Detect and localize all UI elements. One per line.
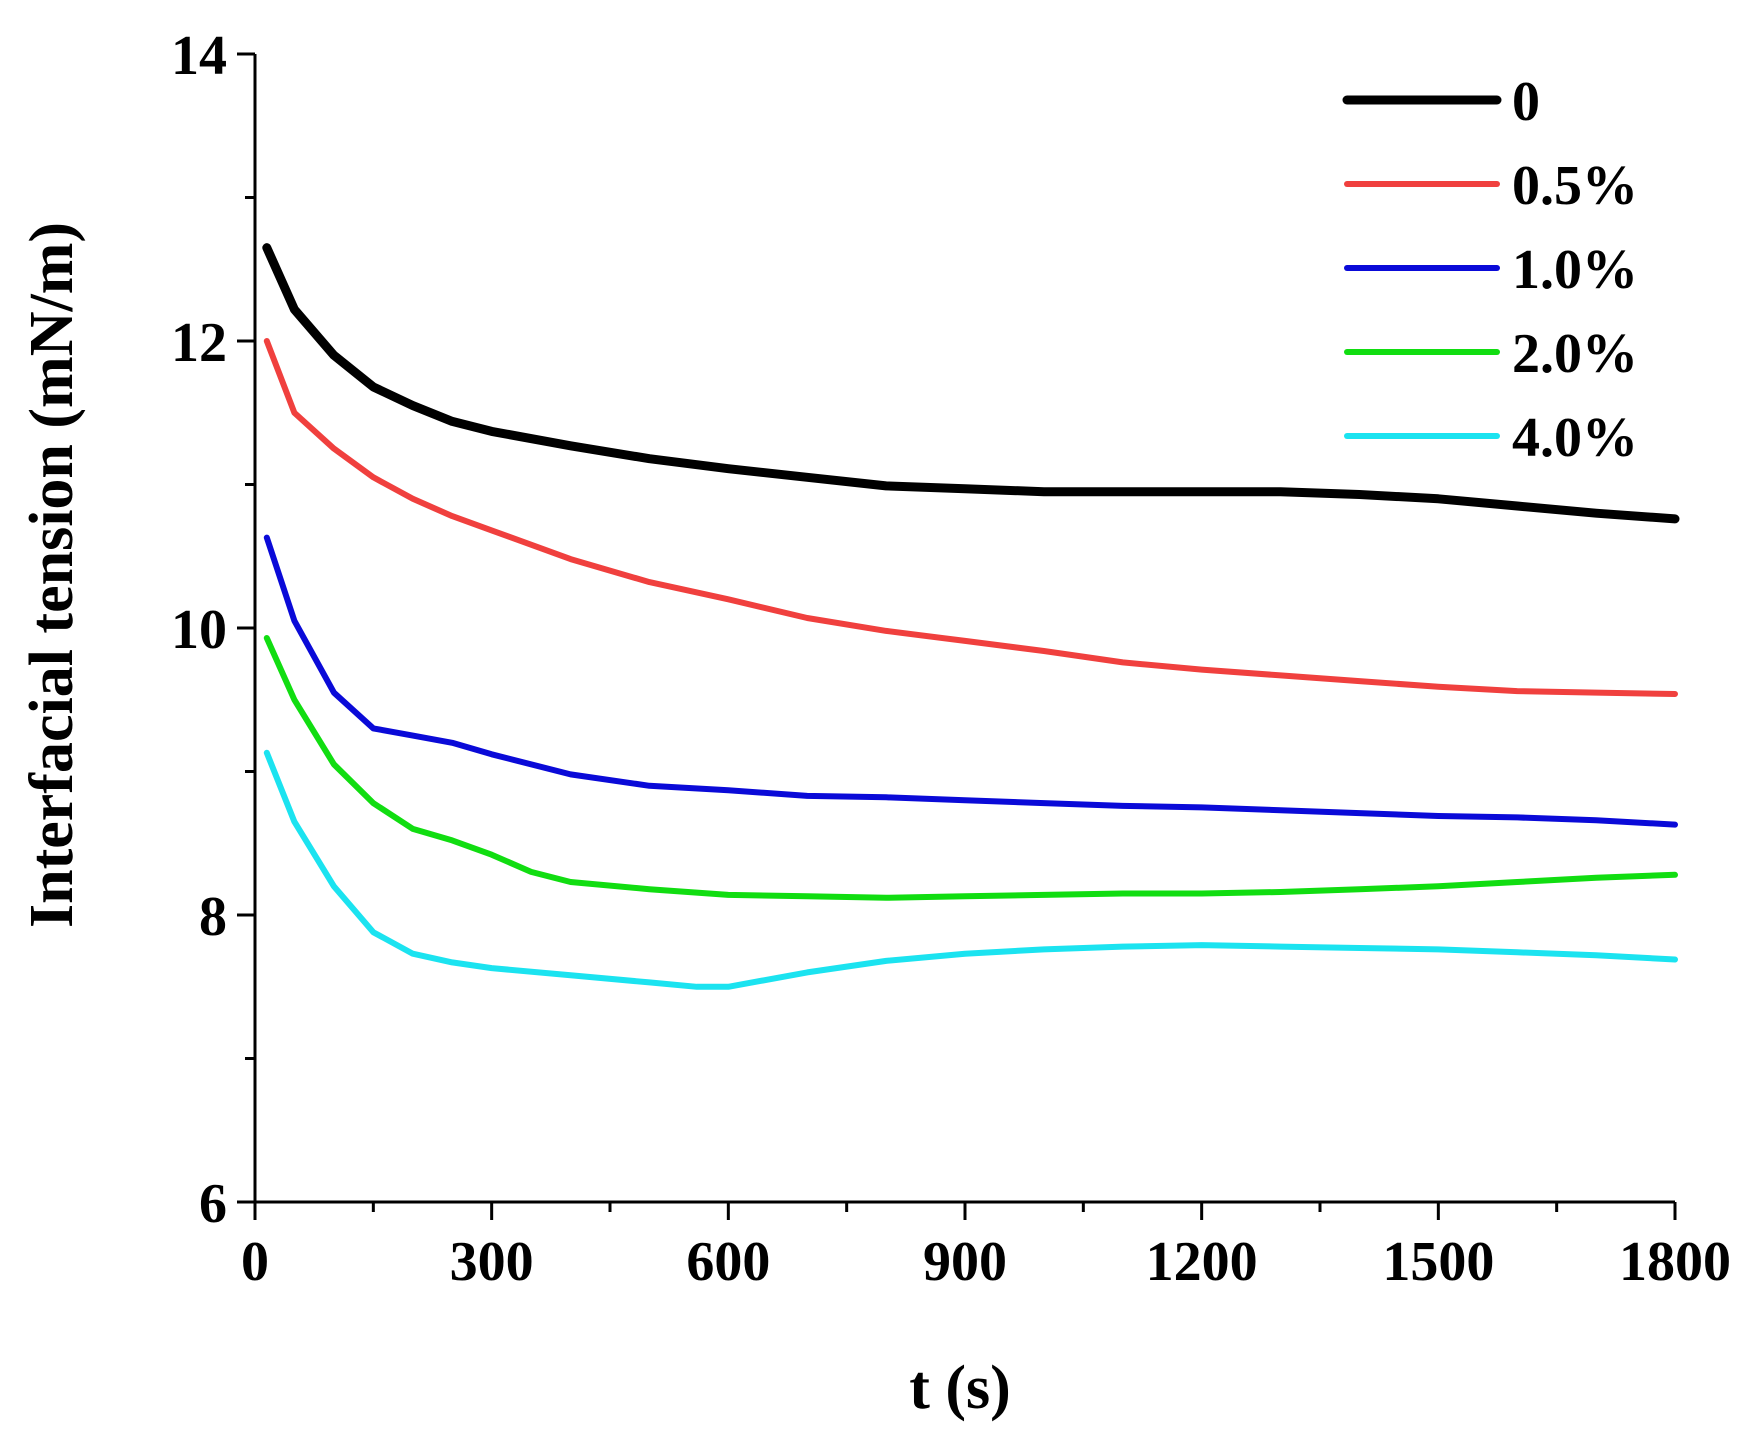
axes: 0 300 600 900 1200 1500 1800 6 8 10 12 14 [171,25,1731,1293]
x-tick-label: 300 [450,1231,534,1293]
y-tick-label: 14 [171,25,227,87]
y-tick-label: 6 [199,1173,227,1235]
legend-label: 1.0% [1512,239,1638,301]
series-line-1 [262,243,1680,524]
x-tick-label: 1800 [1619,1231,1731,1293]
legend-label: 0.5% [1512,155,1638,217]
legend: 0 0.5% 1.0% 2.0% 4.0% [1342,71,1638,469]
x-tick-label: 1200 [1146,1231,1258,1293]
x-tick-label: 0 [241,1231,269,1293]
y-tick-label: 10 [171,599,227,661]
legend-label: 2.0% [1512,323,1638,385]
x-tick-label: 1500 [1382,1231,1494,1293]
x-tick-label: 600 [686,1231,770,1293]
legend-label: 0 [1512,71,1540,133]
x-axis-title: t (s) [909,1354,1011,1422]
series-line-2 [263,338,1678,697]
y-tick-label: 8 [199,886,227,948]
legend-label: 4.0% [1512,407,1638,469]
y-axis-title: Interfacial tension (mN/m) [18,222,86,928]
series-line-3 [263,534,1678,828]
y-tick-label: 12 [171,312,227,374]
series-group [262,243,1680,990]
x-tick-label: 900 [923,1231,1007,1293]
series-line-4 [263,635,1678,901]
series-line-5 [263,749,1678,990]
